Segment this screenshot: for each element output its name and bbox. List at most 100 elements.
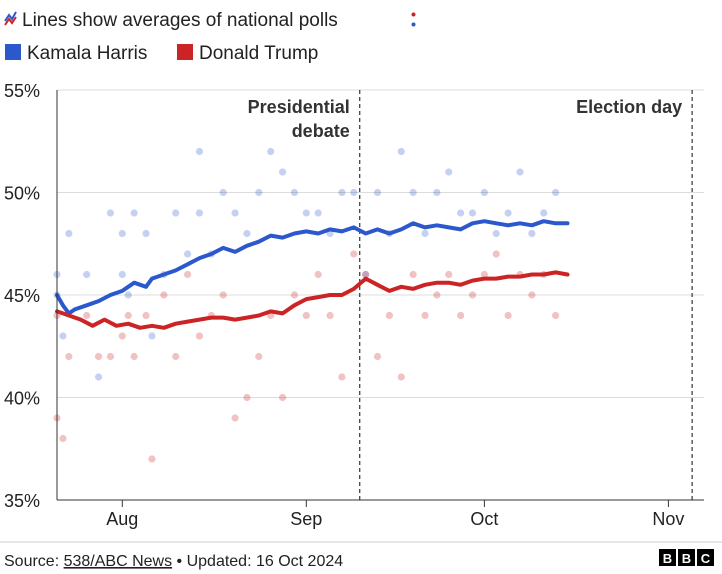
poll-dot-donald-trump: [433, 291, 441, 299]
poll-dot-kamala-harris: [278, 168, 287, 176]
y-tick-label: 45%: [4, 286, 40, 306]
legend-swatch-harris: [5, 44, 21, 60]
poll-dot-kamala-harris: [350, 188, 358, 197]
poll-dot-kamala-harris: [118, 270, 126, 279]
legend-item-harris: Kamala Harris: [5, 43, 147, 64]
poll-dot-kamala-harris: [433, 188, 441, 197]
legend-item-trump: Donald Trump: [177, 43, 318, 64]
poll-dot-kamala-harris: [183, 250, 192, 258]
poll-dot-donald-trump: [231, 414, 239, 422]
poll-dot-donald-trump: [195, 332, 204, 340]
poll-dot-kamala-harris: [255, 188, 263, 197]
poll-dot-kamala-harris: [492, 229, 500, 238]
poll-dot-kamala-harris: [124, 291, 132, 299]
y-tick-label: 40%: [4, 389, 40, 409]
poll-dot-donald-trump: [219, 291, 227, 299]
poll-dot-donald-trump: [492, 250, 500, 258]
poll-dot-kamala-harris: [409, 188, 417, 197]
info-icon[interactable]: [411, 12, 416, 27]
poll-dot-donald-trump: [106, 352, 115, 361]
poll-dot-donald-trump: [172, 352, 180, 361]
poll-dot-donald-trump: [160, 291, 168, 299]
svg-text:C: C: [701, 551, 711, 566]
poll-dot-kamala-harris: [231, 209, 239, 217]
poll-dots: [53, 147, 560, 463]
poll-dot-kamala-harris: [397, 147, 405, 156]
y-tick-label: 35%: [4, 491, 40, 511]
poll-dot-donald-trump: [302, 311, 310, 320]
poll-dot-donald-trump: [142, 311, 150, 320]
x-tick-label: Nov: [652, 509, 684, 529]
poll-dot-kamala-harris: [445, 168, 453, 176]
poll-dot-kamala-harris: [195, 209, 204, 217]
poll-dot-kamala-harris: [219, 188, 227, 197]
poll-dot-donald-trump: [59, 434, 67, 443]
poll-dot-donald-trump: [373, 352, 382, 361]
annotation-label: debate: [292, 121, 350, 141]
poll-dot-kamala-harris: [540, 209, 548, 217]
poll-dot-kamala-harris: [267, 147, 275, 156]
poll-dot-donald-trump: [314, 270, 322, 279]
x-axis-ticks: Aug Sep Oct Nov: [106, 500, 684, 529]
poll-dot-donald-trump: [183, 270, 192, 279]
poll-dot-kamala-harris: [362, 270, 370, 279]
poll-dot-donald-trump: [528, 291, 536, 299]
y-tick-label: 55%: [4, 81, 40, 101]
poll-dot-kamala-harris: [142, 229, 150, 238]
poll-dot-kamala-harris: [172, 209, 180, 217]
poll-dot-donald-trump: [480, 270, 488, 279]
poll-dot-kamala-harris: [195, 147, 204, 156]
annotation-label: Election day: [576, 97, 682, 117]
poll-dot-kamala-harris: [504, 209, 512, 217]
poll-dot-kamala-harris: [421, 229, 429, 238]
poll-dot-kamala-harris: [373, 188, 382, 197]
annotation-label: Presidential: [248, 97, 350, 117]
source-prefix: Source:: [4, 553, 64, 570]
source-link[interactable]: 538/ABC News: [64, 553, 173, 570]
poll-dot-donald-trump: [338, 373, 346, 381]
poll-dot-kamala-harris: [480, 188, 488, 197]
poll-dot-kamala-harris: [528, 229, 536, 238]
poll-dot-kamala-harris: [83, 270, 91, 279]
poll-dot-kamala-harris: [118, 229, 126, 238]
legend-swatch-trump: [177, 44, 193, 60]
poll-dot-donald-trump: [397, 373, 405, 381]
poll-dot-kamala-harris: [338, 188, 346, 197]
x-tick-label: Oct: [470, 509, 498, 529]
poll-dot-donald-trump: [385, 311, 394, 320]
poll-dot-kamala-harris: [468, 209, 477, 217]
poll-dot-donald-trump: [130, 352, 138, 361]
poll-dot-kamala-harris: [130, 209, 138, 217]
poll-dot-donald-trump: [118, 332, 126, 340]
x-tick-label: Sep: [290, 509, 322, 529]
poll-dot-donald-trump: [326, 311, 334, 320]
poll-dot-donald-trump: [421, 311, 429, 320]
svg-text:B: B: [663, 551, 672, 566]
poll-dot-kamala-harris: [516, 168, 524, 176]
poll-dot-kamala-harris: [106, 209, 115, 217]
poll-dot-donald-trump: [83, 311, 91, 320]
poll-dot-donald-trump: [504, 311, 512, 320]
series-line-kamala-harris: [55, 219, 570, 316]
poll-dot-donald-trump: [409, 270, 417, 279]
chart-header: Lines show averages of national polls Ka…: [4, 10, 416, 64]
poll-dot-kamala-harris: [65, 229, 73, 238]
poll-dot-donald-trump: [290, 291, 299, 299]
poll-dot-donald-trump: [148, 455, 156, 463]
poll-dot-donald-trump: [362, 270, 370, 279]
poll-dot-donald-trump: [445, 270, 453, 279]
y-tick-label: 50%: [4, 184, 40, 204]
updated-text: • Updated: 16 Oct 2024: [172, 553, 343, 570]
poll-dot-donald-trump: [243, 393, 251, 402]
y-axis-ticks: 35% 40% 45% 50% 55%: [4, 81, 40, 511]
trend-lines-icon: [4, 11, 17, 26]
poll-dot-kamala-harris: [314, 209, 322, 217]
poll-dot-kamala-harris: [94, 373, 103, 381]
x-tick-label: Aug: [106, 509, 138, 529]
poll-dot-donald-trump: [457, 311, 465, 320]
poll-dot-donald-trump: [94, 352, 103, 361]
legend-label-trump: Donald Trump: [199, 43, 318, 64]
poll-dot-donald-trump: [124, 311, 132, 320]
poll-dot-donald-trump: [65, 352, 73, 361]
